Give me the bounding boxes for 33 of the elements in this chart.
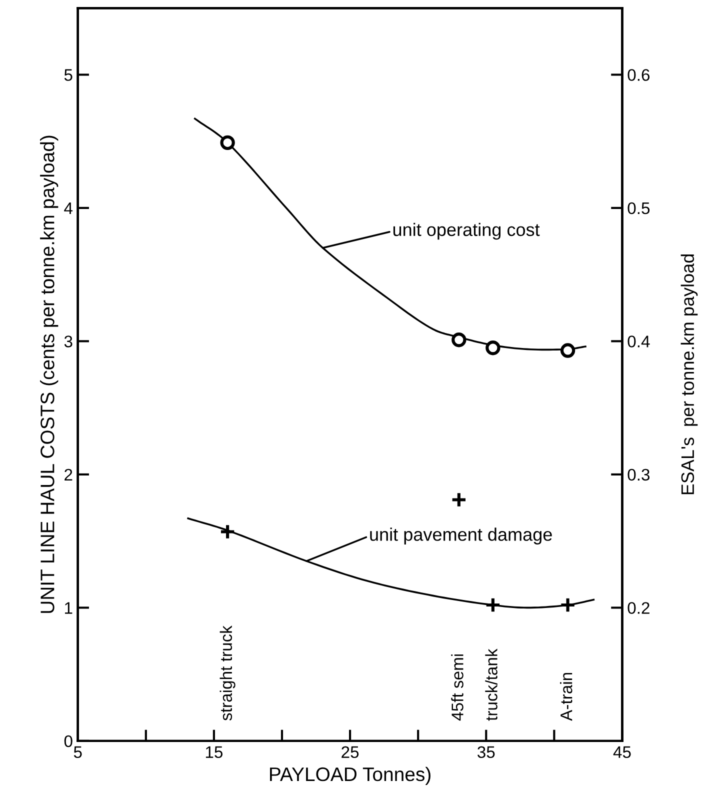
y-tick-label: 2 — [64, 468, 72, 480]
point — [484, 596, 502, 614]
point — [450, 492, 468, 508]
y-tick-label: 0 — [64, 735, 72, 748]
point — [560, 596, 576, 614]
y-tick-label: 1 — [65, 602, 72, 614]
y-tick-label: 5 — [64, 69, 72, 81]
annotation: straight truck — [220, 626, 236, 720]
point — [220, 135, 235, 150]
y2-tick-label: 0.4 — [628, 336, 650, 348]
annotation: truck/tank — [485, 648, 498, 721]
point — [452, 332, 466, 348]
annotation: unit pavement damage — [370, 528, 552, 544]
x-tick-label: 5 — [74, 746, 82, 758]
y2-tick-label: 0.3 — [628, 468, 650, 481]
annotation: unit operating cost — [393, 222, 540, 240]
y2-tick-label: 0.5 — [628, 202, 650, 214]
point — [486, 340, 500, 356]
y-tick-label: 4 — [64, 202, 73, 214]
x-tick-label: 35 — [478, 746, 495, 758]
point — [219, 524, 236, 540]
annotation: 45ft semi — [451, 654, 464, 721]
y2-tick-label: 0.6 — [628, 69, 650, 81]
y2-tick-label: 0.2 — [628, 602, 650, 614]
x-tick-label: 25 — [342, 746, 359, 758]
x-tick-label: 45 — [613, 746, 631, 758]
point — [560, 343, 576, 358]
x-tick-label: 15 — [206, 746, 223, 758]
y2-axis-title: ESAL's per tonne.km payload — [680, 254, 698, 494]
y-tick-label: 3 — [64, 336, 72, 348]
x-axis-title: PAYLOAD Tonnes) — [270, 766, 430, 786]
annotation: A-train — [560, 672, 572, 721]
y-axis-title: UNIT LINE HAUL COSTS (cents per tonne.km payload) — [40, 136, 58, 613]
